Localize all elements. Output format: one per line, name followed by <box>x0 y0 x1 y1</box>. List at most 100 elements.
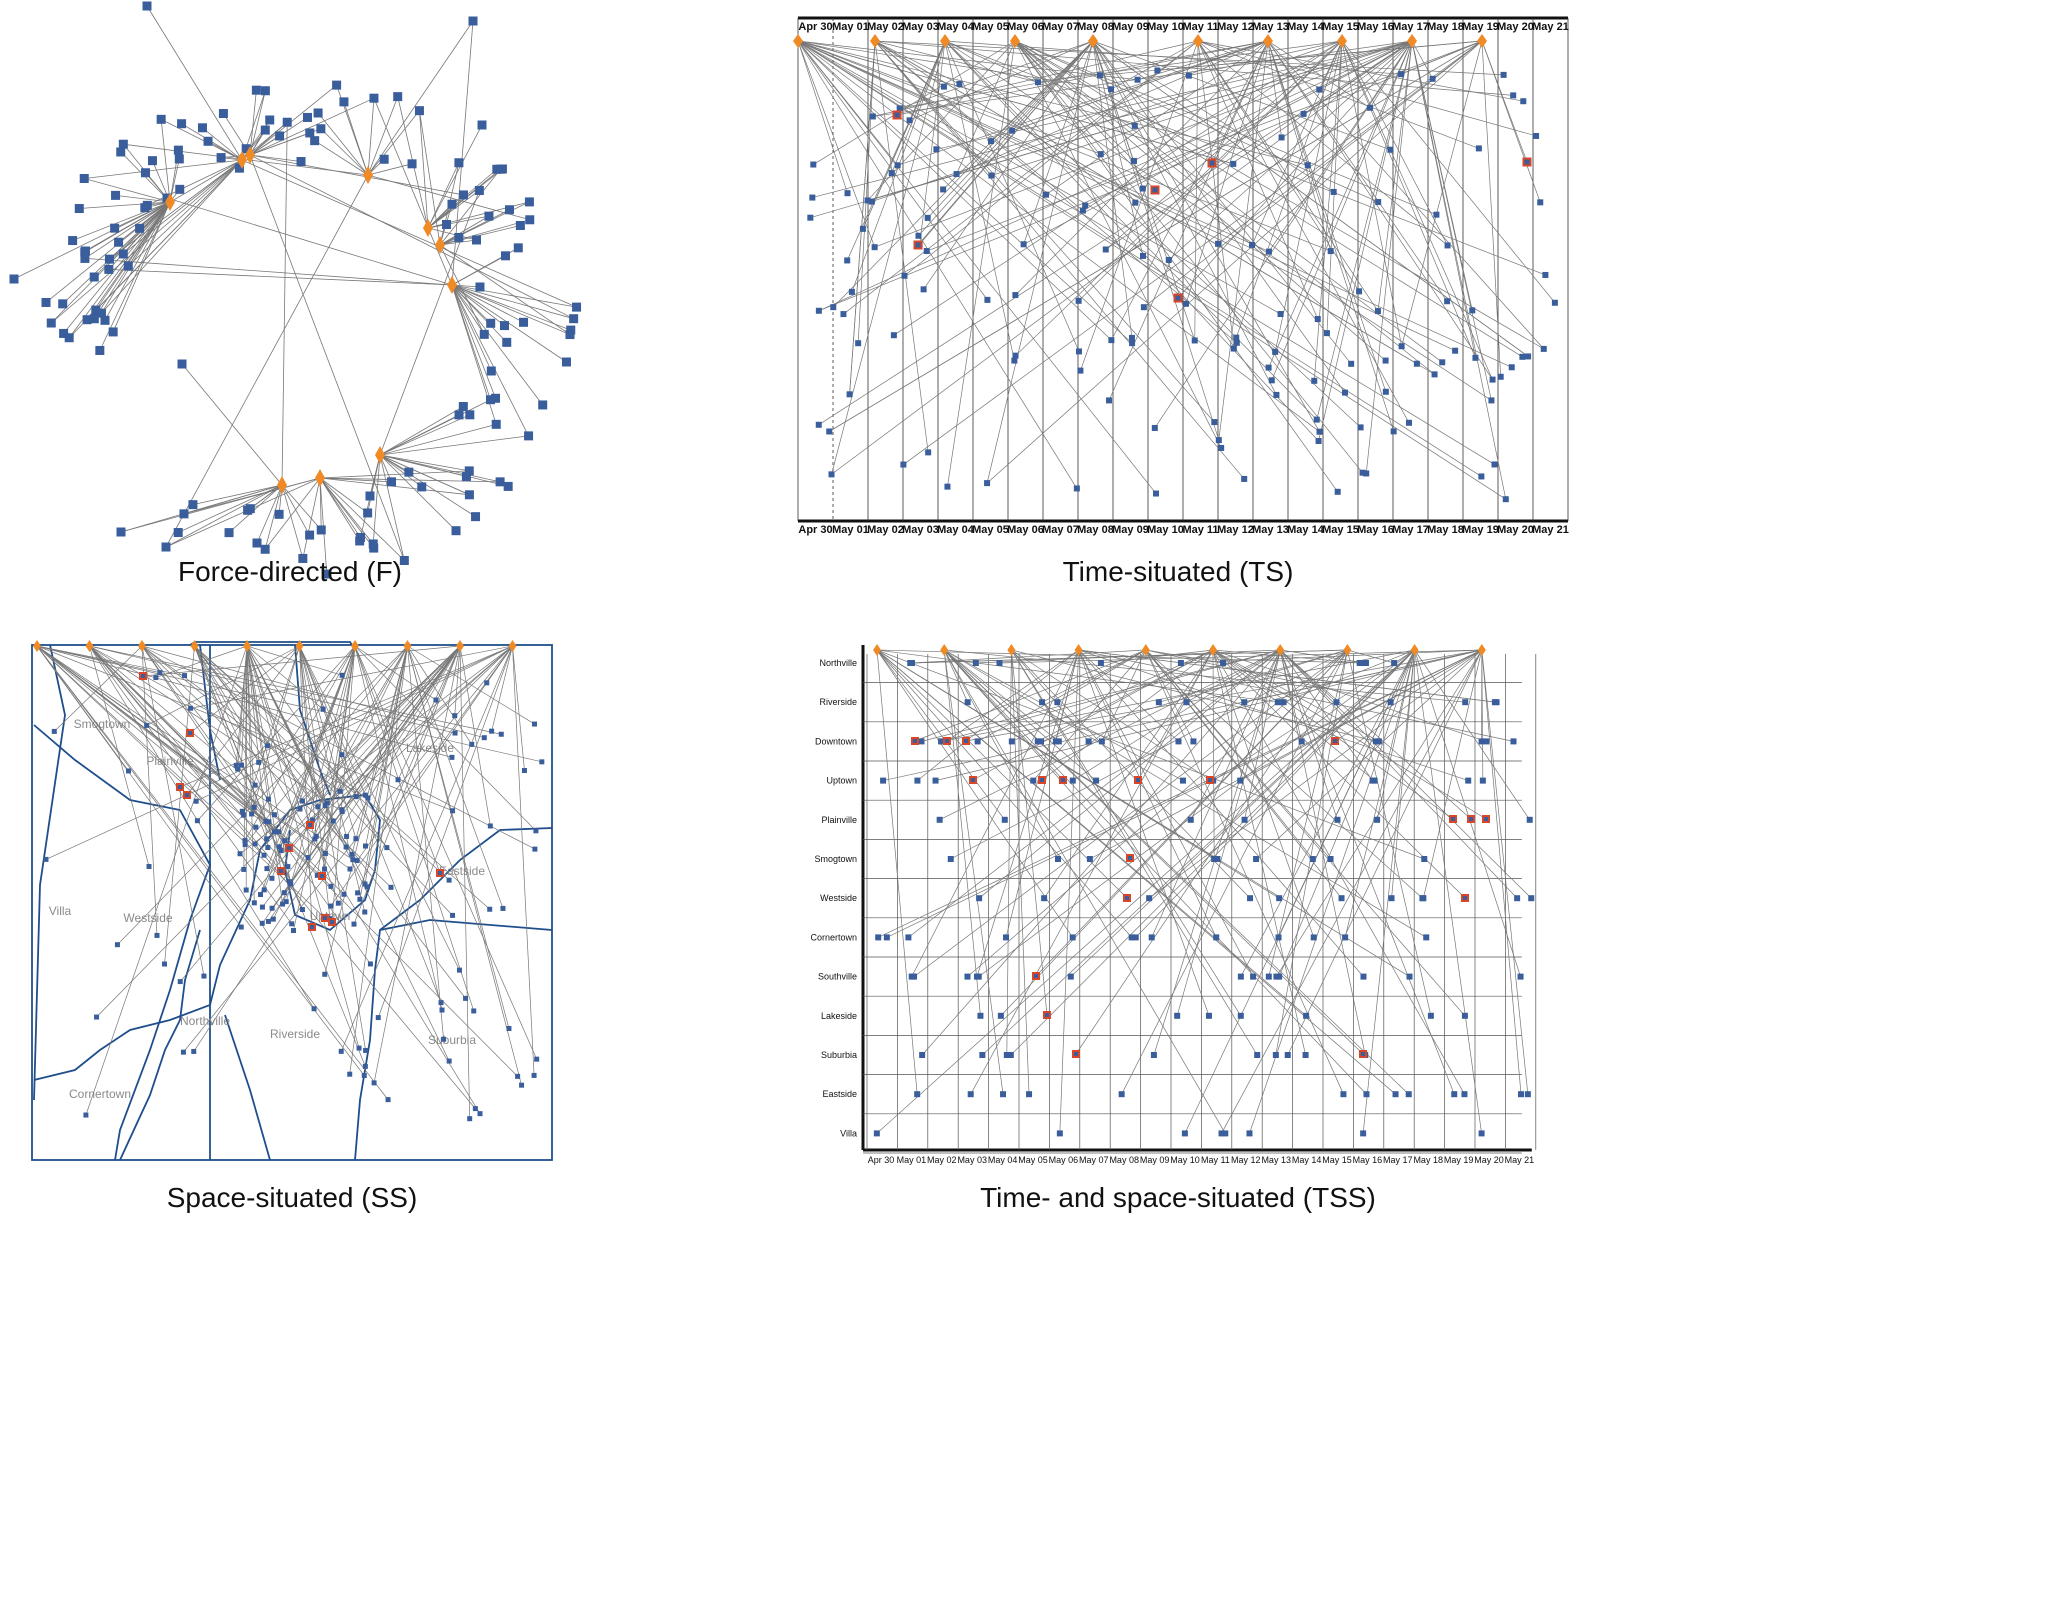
row-label: Southville <box>818 972 857 982</box>
blue-square-node <box>1249 241 1256 248</box>
blue-square-node <box>1183 300 1190 307</box>
edge <box>427 227 477 241</box>
blue-square-node <box>363 1047 369 1053</box>
blue-square-node <box>810 161 817 168</box>
blue-square-node <box>64 333 74 343</box>
edge <box>1268 40 1413 368</box>
red-outlined-square-node <box>1467 815 1475 823</box>
blue-square-node <box>1273 391 1280 398</box>
orange-diamond-node <box>85 640 94 652</box>
blue-square-node <box>465 410 475 420</box>
edge <box>944 40 1361 428</box>
district-boundary <box>33 644 66 1101</box>
blue-square-node <box>156 114 166 124</box>
orange-diamond-node <box>243 640 251 652</box>
blue-square-node <box>322 971 328 977</box>
edge <box>1334 649 1482 742</box>
edge <box>1012 40 1269 132</box>
edge <box>1267 40 1387 392</box>
blue-square-node <box>925 449 932 456</box>
edge <box>89 645 275 833</box>
edge <box>1168 40 1413 261</box>
blue-square-node <box>1246 1130 1253 1137</box>
edge <box>943 649 1131 859</box>
edge <box>1014 40 1222 449</box>
edge <box>797 40 1101 155</box>
edge <box>1080 40 1199 371</box>
blue-square-node <box>302 112 312 122</box>
edge <box>99 201 171 351</box>
edge <box>1267 40 1394 432</box>
blue-square-node <box>237 851 243 857</box>
blue-square-node <box>1276 895 1283 902</box>
blue-square-node <box>524 197 534 207</box>
edge <box>379 414 470 456</box>
edge <box>319 477 405 561</box>
edge <box>1185 40 1269 304</box>
blue-square-node <box>355 890 361 896</box>
edge <box>165 484 283 548</box>
edge <box>146 5 243 161</box>
blue-square-node <box>1334 488 1341 495</box>
blue-square-node <box>1284 1052 1291 1058</box>
blue-square-node <box>1001 816 1008 823</box>
edge <box>299 645 313 928</box>
edge <box>451 284 496 399</box>
panel-time-situated: Apr 30 Apr 30 May 01 May 01 May 02 May 02 May … <box>780 0 1570 545</box>
blue-square-node <box>142 1 152 11</box>
edge <box>321 645 356 877</box>
blue-square-node <box>525 215 535 225</box>
blue-square-node <box>259 904 265 910</box>
blue-square-node <box>1041 895 1048 902</box>
red-outlined-square-node <box>139 672 147 680</box>
blue-square-node <box>1211 856 1218 862</box>
edge <box>797 40 1112 341</box>
edge <box>1197 40 1448 246</box>
blue-square-node <box>481 735 487 741</box>
date-tick-top: May 15 <box>1322 21 1359 33</box>
blue-square-node <box>1191 337 1198 344</box>
edge <box>797 40 848 194</box>
edge <box>944 40 1015 361</box>
blue-square-node <box>433 697 439 703</box>
edge <box>1153 649 1281 1056</box>
blue-square-node <box>309 817 315 823</box>
blue-square-node <box>1265 973 1272 980</box>
blue-square-node <box>335 900 341 906</box>
blue-square-node <box>179 509 189 519</box>
edge <box>451 284 491 324</box>
blue-square-node <box>353 794 359 800</box>
blue-square-node <box>1000 1091 1007 1098</box>
blue-square-node <box>956 80 963 87</box>
blue-square-node <box>475 282 485 292</box>
red-outlined-square-node <box>308 923 316 931</box>
blue-square-node <box>539 759 545 765</box>
blue-square-node <box>450 808 456 814</box>
edge <box>1011 649 1030 1095</box>
edge <box>246 645 255 903</box>
edge <box>319 477 470 496</box>
edge <box>797 40 1456 352</box>
edge <box>141 645 205 977</box>
edge <box>89 645 456 734</box>
edge <box>1414 649 1482 1134</box>
edge <box>181 363 283 486</box>
blue-square-node <box>238 924 244 930</box>
blue-square-node <box>322 850 328 856</box>
edge <box>36 645 309 858</box>
edge <box>89 645 476 1109</box>
blue-square-node <box>1278 134 1285 141</box>
blue-square-node <box>1423 934 1430 941</box>
edge <box>978 649 1281 899</box>
red-outlined-square-node <box>436 869 444 877</box>
blue-square-node <box>241 144 251 154</box>
edge <box>454 645 461 716</box>
blue-square-node <box>1175 738 1182 745</box>
edge <box>972 649 1214 781</box>
blue-square-node <box>479 329 489 339</box>
edge <box>976 649 1079 977</box>
blue-square-node <box>855 340 862 347</box>
red-outlined-square-node <box>913 240 923 250</box>
blue-square-node <box>89 272 99 282</box>
edge <box>341 645 408 755</box>
